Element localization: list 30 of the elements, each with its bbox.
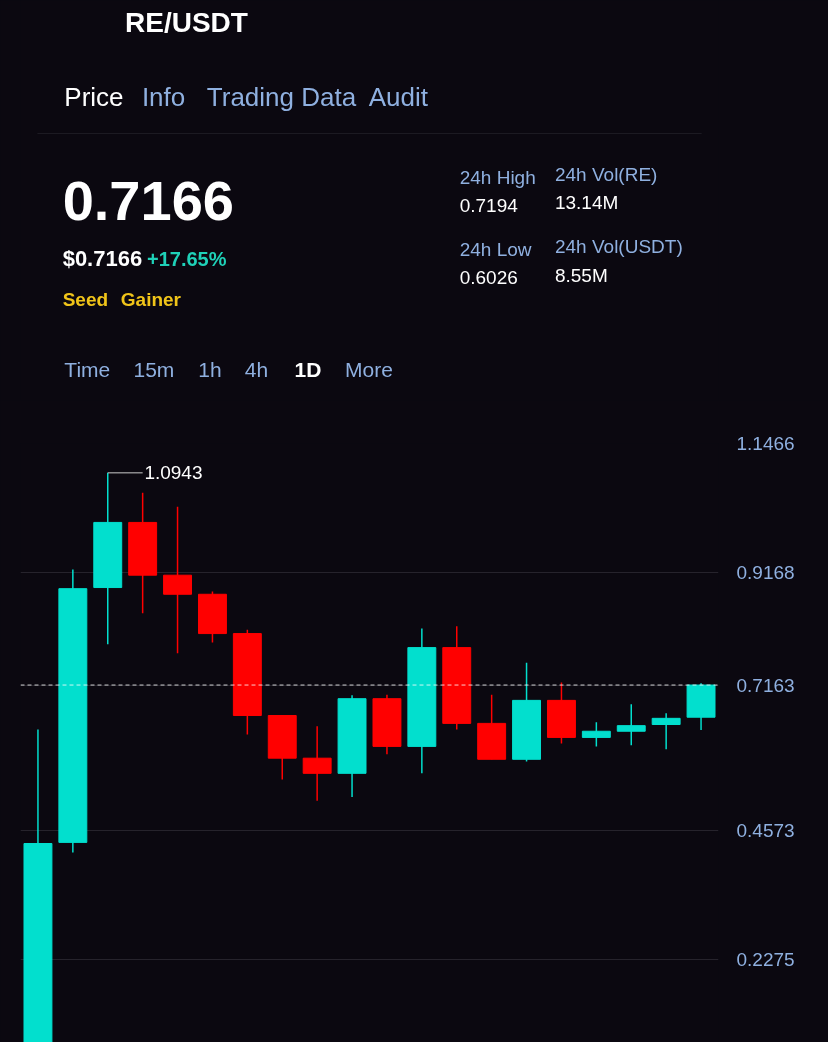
chart-title: RE/USDT	[125, 7, 248, 38]
text: 0.7194	[459, 195, 519, 216]
text: 1h	[198, 358, 222, 381]
text: 8.55M	[554, 265, 608, 286]
text: Info	[141, 81, 186, 112]
text: 24h Vol(USDT)	[554, 236, 683, 257]
text: 0.7166	[62, 168, 234, 232]
text: $0.7166	[62, 246, 143, 271]
y-tick-label: 0.4573	[736, 819, 795, 841]
text: Time	[64, 358, 111, 381]
ref-line-label: 0.7163	[736, 674, 795, 696]
text: 24h Low	[459, 239, 532, 260]
y-tick-label: 1.1466	[736, 433, 795, 454]
text: Trading Data	[206, 81, 357, 112]
text: +17.65%	[146, 247, 227, 270]
text: 1D	[294, 358, 322, 381]
text: Audit	[368, 81, 429, 112]
text: 15m	[133, 358, 175, 381]
text: 24h Vol(RE)	[554, 164, 658, 185]
text: 13.14M	[554, 192, 619, 213]
text: More	[345, 358, 393, 381]
y-tick-label: 0.9168	[736, 561, 795, 583]
text: 24h High	[459, 167, 536, 188]
text: 4h	[244, 358, 269, 381]
text: Seed	[62, 289, 109, 310]
text: Gainer	[120, 289, 182, 310]
text: 0.6026	[459, 267, 518, 288]
annotation: 1.0943	[144, 462, 203, 484]
y-tick-label: 0.2275	[736, 948, 795, 970]
text: Price	[64, 81, 124, 112]
